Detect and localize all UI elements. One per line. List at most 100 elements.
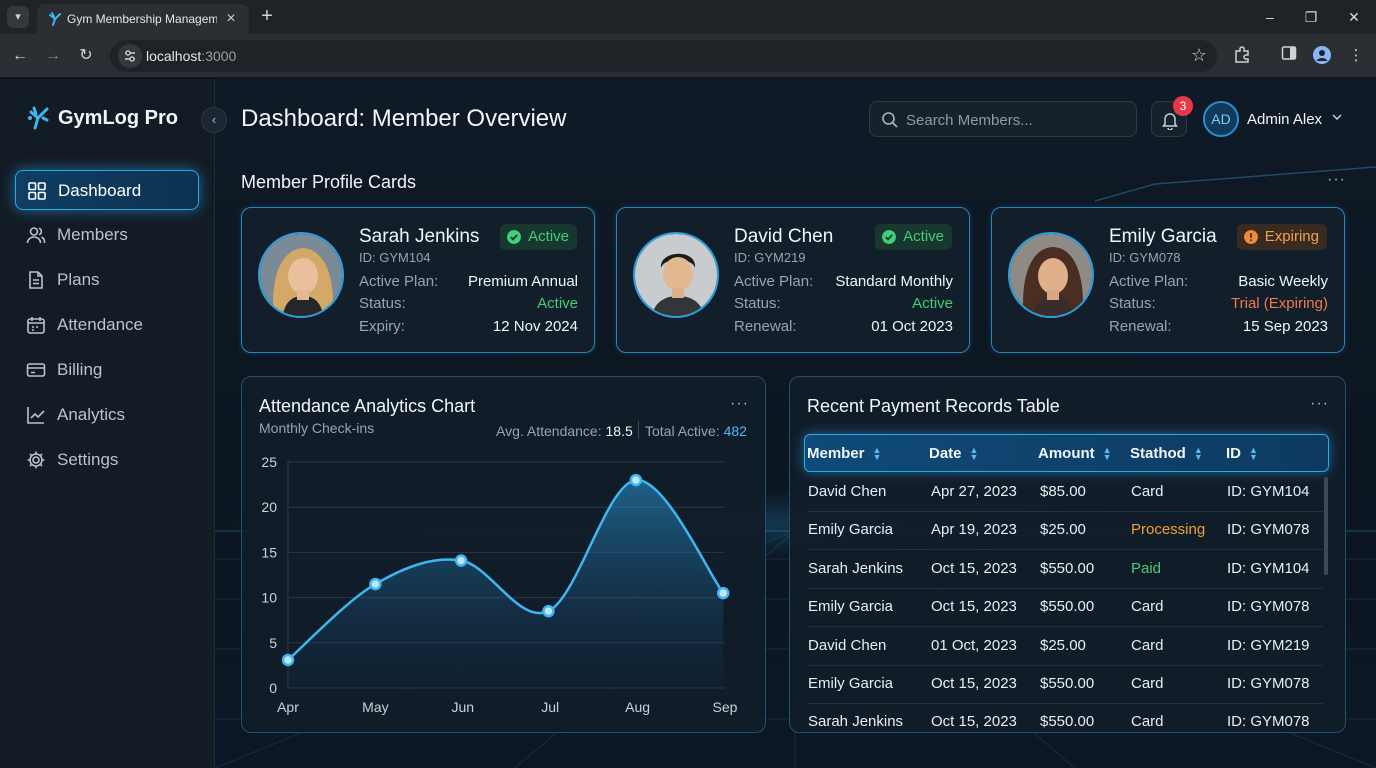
sidebar-item-label: Settings [57,450,119,469]
table-row[interactable]: David Chen 01 Oct, 2023 $25.00 Card ID: GYM2… [808,628,1323,666]
extensions-icon[interactable] [1231,45,1253,67]
row-label: Active Plan: [359,273,439,290]
table-cell: Apr 19, 2023 [931,521,1017,539]
table-cell: $550.00 [1040,598,1095,616]
section-title: Member Profile Cards [241,172,417,192]
status-badge: Active [500,224,577,250]
chevron-down-icon[interactable] [1331,111,1343,123]
more-options-icon[interactable]: ··· [730,395,749,412]
gear-icon [27,451,45,469]
x-tick-label: Aug [625,699,650,715]
sort-icon: ▲ ▼ [969,445,979,463]
bell-icon [1162,113,1178,130]
column-header-date[interactable]: Date ▲ ▼ [929,445,979,463]
url-text: localhost:3000 [146,48,237,64]
back-icon[interactable]: ← [12,47,28,64]
member-card[interactable]: Emily Garcia ID: GYM078 Expiring Active … [991,207,1345,353]
row-label: Status: [1109,295,1156,312]
attendance-line-chart: 0 5 10 15 20 25 Apr May Jun Jul Aug Sep [261,454,737,715]
y-tick-label: 0 [269,680,277,696]
row-value: Active [912,295,953,312]
search-input[interactable] [906,109,1126,131]
more-options-icon[interactable]: ··· [1327,171,1346,188]
table-scrollbar[interactable] [1324,477,1328,575]
table-cell: Sarah Jenkins [808,713,904,731]
table-cell: David Chen [808,483,887,500]
more-options-icon[interactable]: ··· [1310,395,1329,412]
member-card[interactable]: Sarah Jenkins ID: GYM104 Active Active P… [241,207,595,353]
y-tick-label: 20 [261,499,277,515]
table-cell: Card [1131,598,1164,616]
side-panel-icon[interactable] [1278,45,1300,67]
bookmark-star-icon[interactable]: ☆ [1190,45,1207,65]
table-cell: Emily Garcia [808,521,894,539]
notification-count-badge: 3 [1173,96,1193,116]
member-card[interactable]: David Chen ID: GYM219 Active Active Plan… [616,207,970,353]
table-row[interactable]: Emily Garcia Oct 15, 2023 $550.00 Card ID: G… [808,666,1323,704]
table-cell: Paid [1131,559,1162,577]
row-label: Renewal: [734,318,797,335]
x-tick-label: Apr [277,699,299,715]
sidebar-item-plans[interactable]: Plans [15,260,199,300]
payment-records-panel: Recent Payment Records Table ··· Member ▲… [789,376,1346,733]
y-tick-label: 10 [261,590,277,606]
close-window-icon[interactable]: ✕ [1348,9,1360,25]
forward-icon[interactable]: → [45,47,61,64]
user-name[interactable]: Admin Alex [1247,111,1323,128]
avatar[interactable]: AD [1203,101,1239,137]
users-icon [26,227,46,244]
sidebar-item-billing[interactable]: Billing [15,350,199,390]
tab-close-icon[interactable]: × [226,10,236,27]
table-cell: ID: GYM219 [1227,636,1310,654]
minimize-icon[interactable]: – [1266,9,1274,25]
table-row[interactable]: Sarah Jenkins Oct 15, 2023 $550.00 Paid ID: … [808,551,1323,589]
total-active-stat: Total Active: 482 [645,423,747,439]
stat-divider [638,421,639,439]
column-header-stathod[interactable]: Stathod ▲ ▼ [1130,445,1203,463]
x-tick-label: Jul [541,699,559,715]
sidebar-item-label: Analytics [57,405,126,424]
restore-icon[interactable]: ❐ [1304,9,1318,25]
column-header-id[interactable]: ID ▲ ▼ [1226,445,1258,463]
browser-tab[interactable]: Gym Membership Manageme × [37,4,249,34]
sidebar-item-dashboard[interactable]: Dashboard [15,170,199,210]
table-cell: Card [1131,483,1164,500]
sort-icon: ▲ ▼ [1249,445,1258,463]
table-row[interactable]: David Chen Apr 27, 2023 $85.00 Card ID: GYM1… [808,474,1323,512]
tab-search-icon[interactable]: ▾ [7,6,29,28]
member-photo [1008,232,1094,318]
sidebar-item-members[interactable]: Members [15,215,199,255]
sidebar-item-attendance[interactable]: Attendance [15,305,199,345]
check-circle-icon [507,230,522,244]
table-cell: David Chen [808,636,887,654]
sidebar-item-analytics[interactable]: Analytics [15,395,199,435]
table-row[interactable]: Sarah Jenkins Oct 15, 2023 $550.00 Card ID: … [808,704,1323,732]
table-cell: $25.00 [1040,521,1086,539]
table-cell: Processing [1131,521,1206,539]
new-tab-icon[interactable]: + [261,5,273,27]
reload-icon[interactable]: ↻ [79,47,93,64]
sidebar-item-label: Members [57,225,128,244]
table-cell: Emily Garcia [808,675,894,692]
document-icon [29,271,43,289]
table-cell: ID: GYM104 [1227,483,1310,500]
table-cell: ID: GYM078 [1227,521,1310,539]
sidebar-item-settings[interactable]: Settings [15,440,199,480]
address-bar[interactable]: localhost:3000 ☆ [110,40,1217,72]
search-box[interactable] [869,101,1137,137]
x-tick-label: Jun [452,699,475,715]
sort-icon: ▲ ▼ [1102,445,1112,463]
table-row[interactable]: Emily Garcia Oct 15, 2023 $550.00 Card ID: G… [808,589,1323,628]
collapse-sidebar-button[interactable]: ‹ [201,107,227,133]
row-label: Expiry: [359,318,405,335]
column-header-member[interactable]: Member ▲ ▼ [807,445,882,463]
table-row[interactable]: Emily Garcia Apr 19, 2023 $25.00 Processing… [808,512,1323,551]
check-circle-icon [882,230,897,244]
column-header-amount[interactable]: Amount ▲ ▼ [1038,445,1112,463]
member-name: Emily Garcia [1109,226,1217,247]
profile-icon[interactable] [1311,45,1333,67]
site-info-icon[interactable] [118,44,142,68]
status-badge: Active [875,224,952,250]
table-cell: Card [1131,713,1164,731]
browser-menu-icon[interactable]: ⋮ [1348,47,1364,64]
